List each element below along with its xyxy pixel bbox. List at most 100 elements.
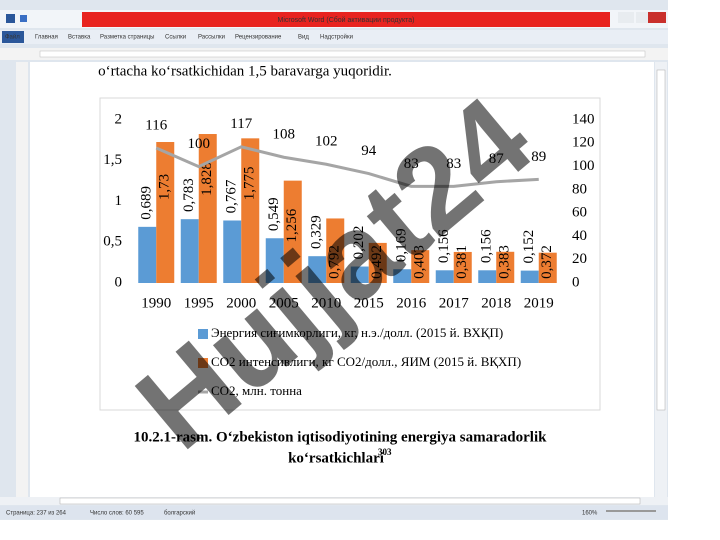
bar	[520, 270, 539, 283]
y2-tick-label: 20	[572, 251, 587, 267]
data-label: 1,828	[199, 162, 215, 196]
status-item[interactable]: 160%	[582, 511, 598, 517]
h-scroll-thumb[interactable]	[59, 497, 641, 505]
legend-label: CO2, млн. тонна	[211, 383, 302, 398]
data-label: 102	[315, 134, 338, 150]
data-label: 83	[446, 156, 461, 172]
legend-label: CO2 интенсивлиги, кг CO2/долл., ЯИМ (201…	[211, 354, 521, 369]
y2-tick-label: 60	[572, 205, 587, 221]
title-highlight	[82, 12, 610, 27]
data-label: 108	[273, 127, 296, 143]
data-label: 0,549	[266, 197, 282, 231]
y-tick-label: 1	[115, 193, 123, 209]
ribbon-tab[interactable]: Надстройки	[320, 34, 353, 41]
ribbon	[0, 30, 668, 44]
legend-swatch	[198, 329, 208, 339]
data-label: 0,792	[327, 245, 343, 279]
data-label: 0,156	[479, 229, 495, 263]
data-label: 1,775	[242, 166, 258, 200]
x-tick-label: 2010	[311, 295, 341, 311]
y2-tick-label: 120	[572, 135, 595, 151]
ribbon-tab[interactable]: Вид	[298, 35, 309, 41]
bar	[393, 269, 412, 283]
bar	[435, 270, 454, 283]
bar	[198, 134, 217, 283]
legend-swatch	[198, 358, 208, 368]
y2-tick-label: 80	[572, 181, 587, 197]
bar	[496, 251, 515, 283]
x-tick-label: 2019	[524, 295, 554, 311]
data-label: 94	[361, 143, 377, 159]
ribbon-tab[interactable]: Ссылки	[165, 35, 186, 41]
legend-label: Энергия сиғимкорлиги, кг, н.э./долл. (20…	[211, 325, 503, 340]
data-label: 1,73	[157, 174, 173, 200]
data-label: 0,689	[139, 186, 155, 220]
vertical-ruler	[16, 62, 28, 497]
data-label: 87	[489, 151, 505, 167]
data-label: 0,492	[369, 245, 385, 279]
bar	[283, 180, 302, 283]
ribbon-tab[interactable]: Главная	[35, 35, 58, 41]
ribbon-tab[interactable]: Разметка страницы	[100, 35, 154, 41]
data-label: 0,403	[412, 245, 428, 279]
data-label: 116	[145, 117, 167, 133]
body-text: o‘rtacha ko‘rsatkichidan 1,5 baravarga y…	[98, 63, 392, 79]
bar	[241, 138, 260, 283]
y-tick-label: 0	[115, 274, 123, 290]
status-bar	[0, 506, 668, 519]
y-tick-label: 2	[115, 111, 123, 127]
scroll-thumb[interactable]	[656, 69, 666, 411]
y2-tick-label: 40	[572, 228, 587, 244]
restore-button[interactable]	[636, 12, 648, 23]
bar	[368, 242, 387, 283]
caption-line2: ko‘rsatkichlari	[288, 450, 384, 466]
status-item: Число слов: 60 595	[90, 511, 144, 517]
data-label: 0,372	[539, 245, 555, 279]
bar	[326, 218, 345, 283]
bar	[308, 256, 327, 283]
data-label: 0,202	[351, 226, 367, 260]
close-button[interactable]	[648, 12, 666, 23]
save-icon[interactable]	[20, 15, 27, 22]
x-tick-label: 2000	[226, 295, 256, 311]
y2-tick-label: 140	[572, 111, 595, 127]
ribbon-tab[interactable]: Рассылки	[198, 35, 225, 41]
ribbon-tab[interactable]: Вставка	[68, 35, 91, 41]
x-tick-label: 2015	[354, 295, 384, 311]
bar	[180, 219, 199, 283]
data-label: 0,783	[181, 178, 197, 212]
ribbon-tab[interactable]: Файл	[5, 34, 20, 41]
y2-tick-label: 0	[572, 274, 580, 290]
zoom-slider[interactable]	[606, 510, 656, 512]
y2-tick-label: 100	[572, 158, 595, 174]
x-tick-label: 2018	[481, 295, 511, 311]
data-label: 117	[230, 116, 252, 132]
bar	[223, 220, 242, 283]
bar	[453, 251, 472, 283]
x-tick-label: 2016	[396, 295, 427, 311]
data-label: 0,383	[497, 245, 513, 279]
file-tab-bg	[2, 31, 24, 43]
data-label: 0,329	[309, 215, 325, 249]
data-label: 0,169	[394, 228, 410, 262]
data-label: 0,381	[454, 245, 470, 279]
line	[155, 145, 539, 188]
y-tick-label: 1,5	[103, 152, 122, 168]
data-label: 0,767	[224, 179, 240, 213]
x-tick-label: 2005	[269, 295, 299, 311]
data-label: 1,256	[284, 208, 300, 242]
x-tick-label: 1995	[184, 295, 214, 311]
status-item: болгарский	[164, 510, 195, 517]
ruler-scale	[39, 50, 646, 58]
data-label: 100	[188, 136, 211, 152]
bar	[538, 252, 557, 283]
status-item: Страница: 237 из 264	[6, 511, 67, 517]
bar	[411, 250, 430, 283]
word-icon[interactable]	[6, 14, 15, 23]
ribbon-tab[interactable]: Рецензирование	[235, 35, 282, 41]
minimize-button[interactable]	[618, 12, 634, 23]
data-label: 0,156	[436, 229, 452, 263]
bar	[350, 266, 369, 283]
data-label: 83	[404, 156, 419, 172]
